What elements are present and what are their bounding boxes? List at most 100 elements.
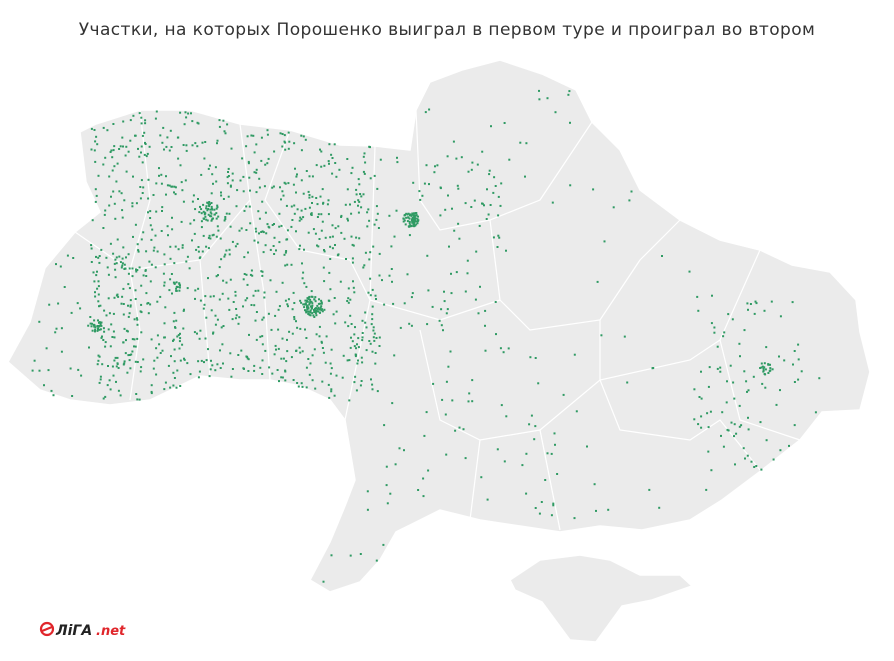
station-dot — [246, 355, 249, 358]
station-dot — [358, 200, 361, 203]
station-dot — [316, 244, 318, 247]
station-dot — [162, 272, 165, 275]
station-dot — [112, 374, 115, 377]
station-dot — [710, 322, 713, 325]
station-dot — [141, 161, 144, 164]
station-dot — [368, 219, 371, 222]
station-dot — [299, 216, 302, 219]
station-dot — [177, 248, 180, 251]
station-dot — [747, 416, 749, 419]
station-dot — [113, 296, 116, 299]
station-dot — [245, 273, 248, 276]
station-dot — [142, 231, 145, 234]
station-dot — [307, 231, 310, 234]
station-dot — [255, 191, 258, 194]
station-dot — [112, 149, 115, 152]
station-dot — [376, 212, 379, 215]
station-dot — [733, 435, 735, 438]
station-dot — [135, 268, 137, 271]
station-dot — [320, 229, 323, 232]
station-dot — [498, 236, 501, 239]
station-dot — [458, 237, 461, 240]
station-dot — [97, 300, 100, 303]
station-dot — [628, 199, 631, 202]
station-dot — [534, 357, 537, 359]
station-dot — [228, 253, 231, 256]
station-dot — [462, 428, 465, 431]
station-dot — [98, 325, 101, 328]
station-dot — [385, 484, 388, 487]
station-dot — [367, 208, 370, 211]
station-dot — [722, 335, 725, 338]
station-dot — [361, 361, 364, 364]
station-dot — [412, 219, 415, 222]
station-dot — [354, 326, 356, 329]
station-dot — [94, 330, 96, 333]
station-dot — [411, 292, 414, 295]
station-dot — [128, 267, 131, 270]
station-dot — [202, 234, 205, 237]
station-dot — [299, 244, 301, 247]
station-dot — [278, 380, 280, 383]
station-dot — [290, 205, 293, 208]
station-dot — [110, 323, 113, 326]
station-dot — [129, 305, 132, 308]
station-dot — [91, 329, 94, 332]
station-dot — [346, 158, 349, 160]
station-dot — [115, 262, 118, 265]
station-dot — [316, 203, 319, 206]
station-dot — [131, 205, 134, 208]
station-dot — [97, 256, 100, 259]
station-dot — [552, 504, 555, 507]
station-dot — [322, 201, 325, 204]
station-dot — [337, 225, 340, 228]
station-dot — [320, 302, 323, 305]
station-dot — [243, 209, 246, 212]
station-dot — [229, 184, 232, 187]
station-dot — [750, 460, 753, 463]
station-dot — [423, 434, 426, 437]
station-dot — [210, 219, 213, 222]
station-dot — [218, 298, 221, 301]
station-dot — [150, 392, 153, 395]
station-dot — [412, 221, 415, 224]
station-dot — [331, 247, 334, 250]
station-dot — [200, 226, 203, 229]
station-dot — [133, 345, 135, 348]
station-dot — [114, 356, 117, 359]
station-dot — [197, 287, 200, 290]
station-dot — [286, 229, 289, 232]
station-dot — [281, 337, 284, 340]
station-dot — [486, 188, 488, 191]
station-dot — [283, 181, 286, 184]
station-dot — [247, 162, 250, 165]
station-dot — [173, 311, 176, 314]
station-dot — [179, 332, 181, 335]
station-dot — [485, 218, 488, 220]
station-dot — [261, 274, 264, 277]
station-dot — [382, 543, 385, 546]
station-dot — [171, 228, 174, 231]
station-dot — [69, 367, 72, 370]
station-dot — [630, 190, 633, 193]
station-dot — [302, 135, 305, 138]
station-dot — [118, 190, 121, 193]
station-dot — [370, 323, 373, 326]
station-dot — [310, 213, 312, 216]
station-dot — [317, 310, 320, 313]
station-dot — [330, 388, 333, 391]
station-dot — [93, 129, 96, 131]
station-dot — [154, 117, 157, 120]
station-dot — [179, 359, 182, 362]
station-dot — [304, 309, 306, 312]
station-dot — [450, 292, 453, 295]
station-dot — [155, 110, 158, 113]
station-dot — [245, 229, 248, 231]
station-dot — [234, 294, 237, 297]
station-dot — [89, 322, 92, 325]
station-dot — [204, 141, 207, 143]
station-dot — [552, 502, 555, 505]
station-dot — [100, 321, 103, 324]
station-dot — [455, 271, 458, 274]
station-dot — [215, 212, 218, 215]
